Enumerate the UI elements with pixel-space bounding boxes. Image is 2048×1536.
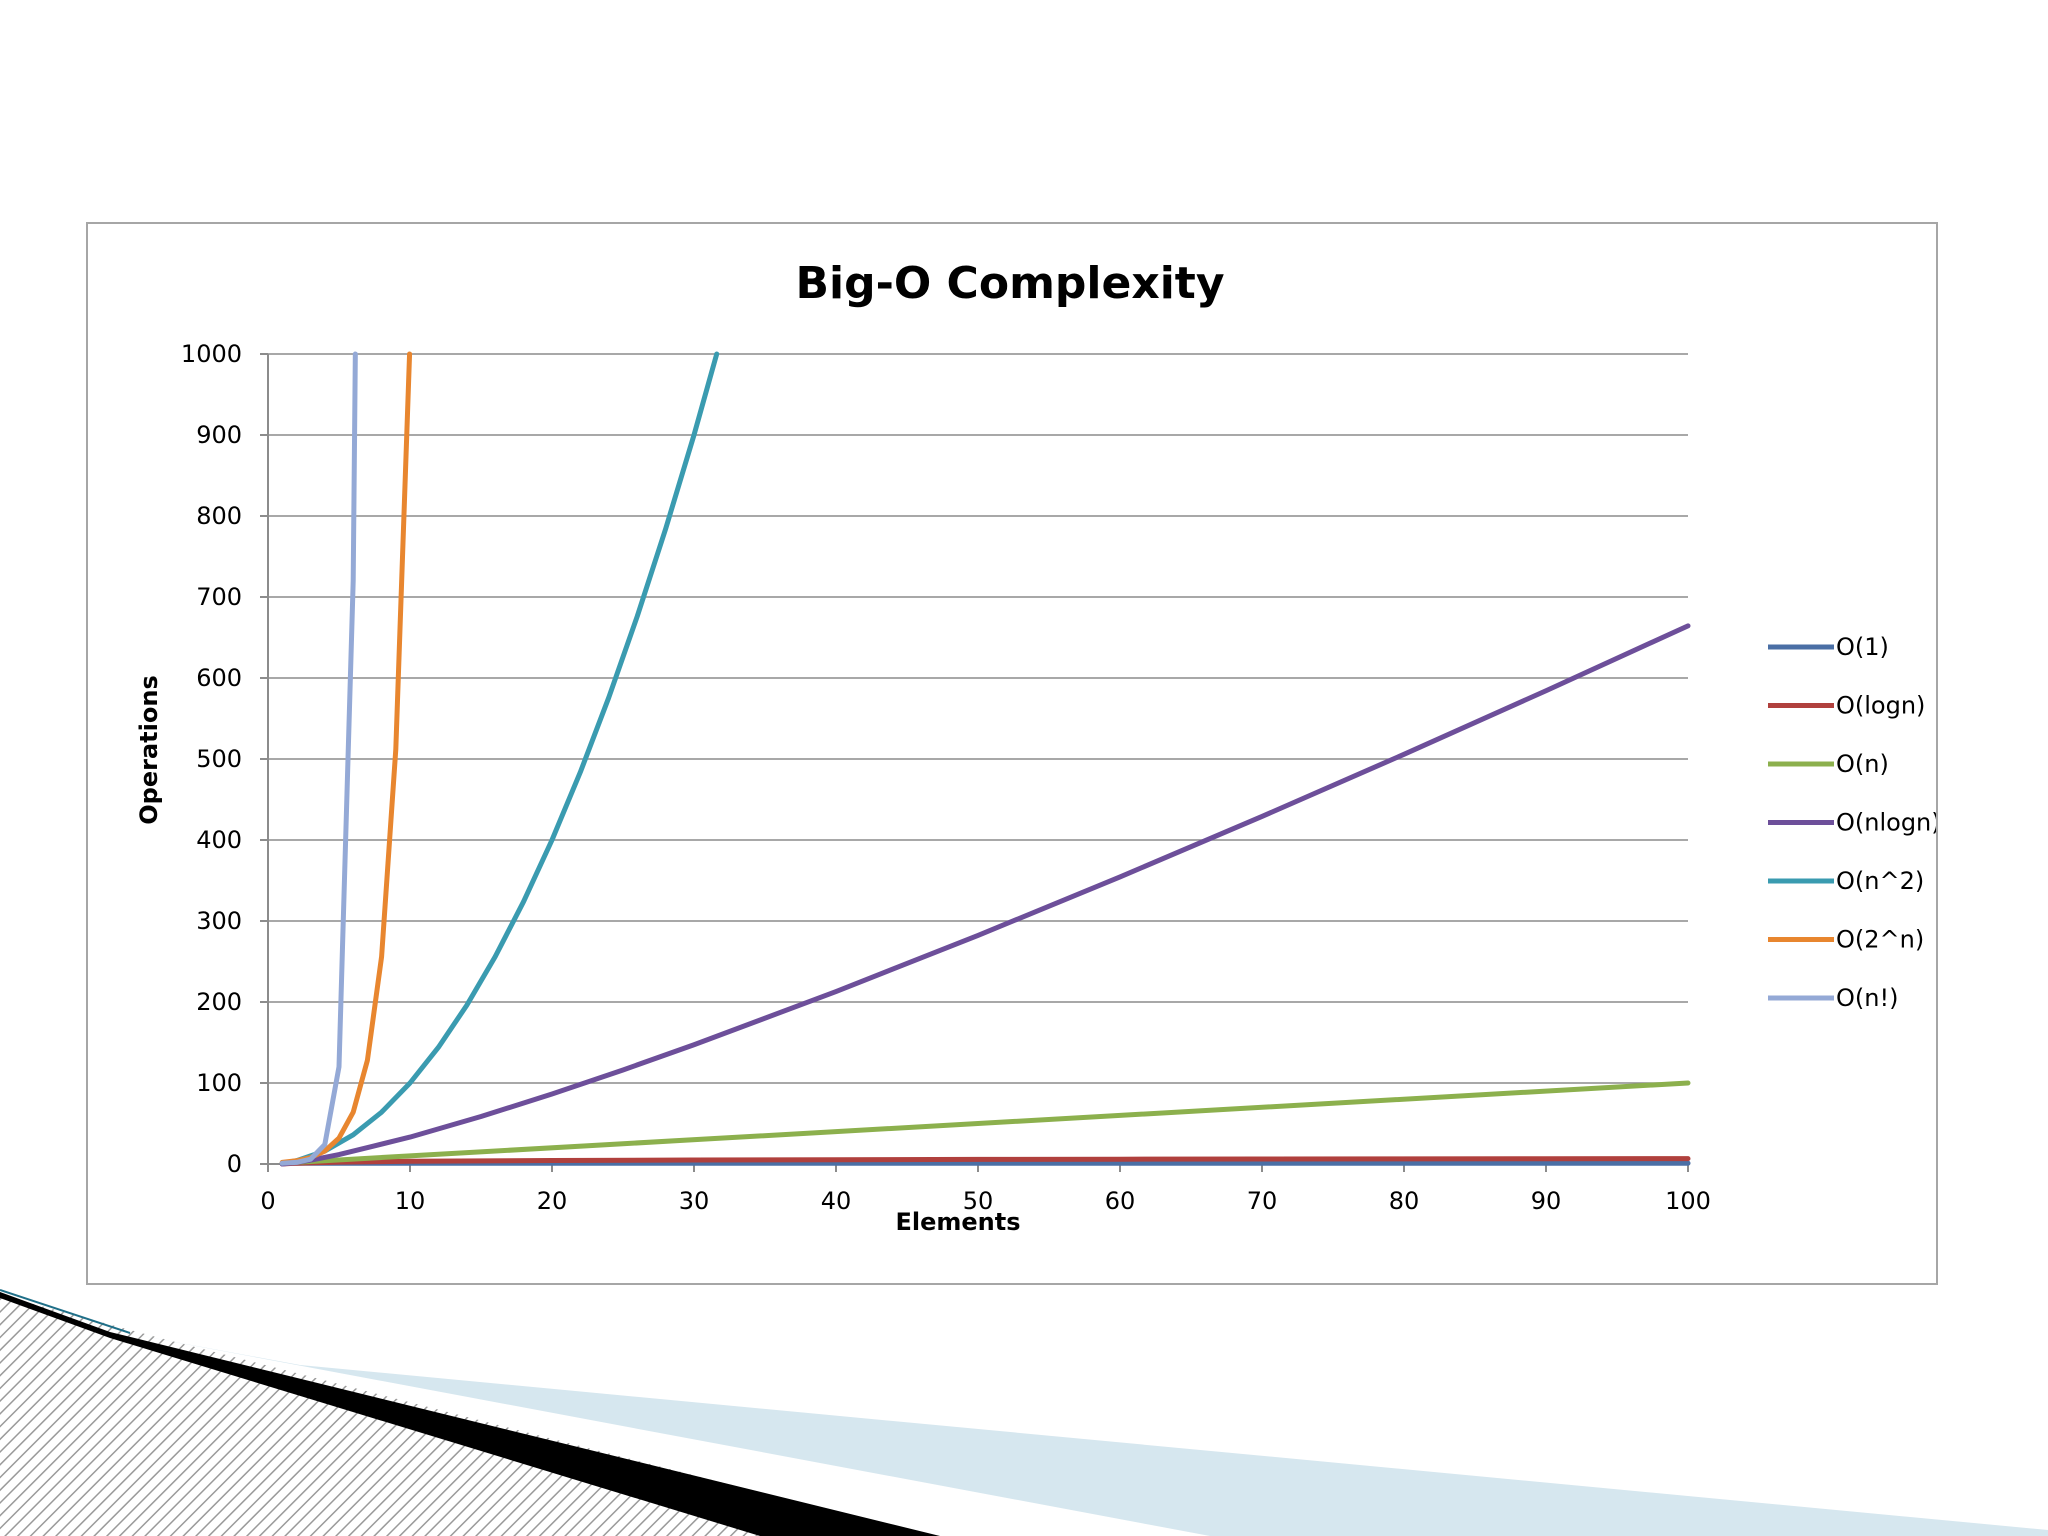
y-tick-label-8: 800 [196,502,242,530]
y-tick-label-4: 400 [196,826,242,854]
y-tick-label-0: 0 [227,1150,242,1178]
series-lines [279,351,1691,1167]
y-tick-label-10: 1000 [181,340,242,368]
x-tick-label-0: 0 [260,1187,275,1215]
legend-label-4: O(n^2) [1836,867,1924,895]
series-line-6 [279,351,358,1166]
chart: 0 10 20 30 40 50 60 70 80 90 100 0 100 200 300 400 500 6… [135,258,1936,1236]
legend-label-3: O(nlogn) [1836,809,1936,837]
legend-label-1: O(logn) [1836,692,1925,720]
legend-label-5: O(2^n) [1836,926,1924,954]
x-tick-label-4: 40 [821,1187,852,1215]
y-axis-title: Operations [135,675,163,824]
x-tick-label-7: 70 [1247,1187,1278,1215]
chart-frame: 0 10 20 30 40 50 60 70 80 90 100 0 100 200 300 400 500 6… [86,222,1938,1285]
x-axis-title: Elements [895,1208,1020,1236]
x-tick-label-9: 90 [1531,1187,1562,1215]
teal-accent-line [0,1289,131,1334]
series-line-3 [279,623,1691,1167]
series-line-4 [279,351,720,1166]
x-tick-label-2: 20 [537,1187,568,1215]
x-tick-label-10: 100 [1665,1187,1711,1215]
y-tick-label-7: 700 [196,583,242,611]
x-tick-label-3: 30 [679,1187,710,1215]
x-tick-labels: 0 10 20 30 40 50 60 70 80 90 100 [260,1187,1711,1215]
y-tick-label-3: 300 [196,907,242,935]
gridlines [268,353,1688,1084]
x-tick-label-6: 60 [1105,1187,1136,1215]
y-tick-label-2: 200 [196,988,242,1016]
legend: O(1) O(logn) O(n) O(nlogn) O(n^2) O(2^n) O(n!) [1768,633,1936,1012]
y-tick-label-9: 900 [196,421,242,449]
axes [260,353,1689,1172]
hatched-corner-shape [0,1295,930,1536]
y-tick-label-6: 600 [196,664,242,692]
series-line-2 [279,1080,1691,1166]
chart-title: Big-O Complexity [795,258,1224,309]
light-blue-swoosh [110,1330,2048,1536]
legend-label-2: O(n) [1836,750,1889,778]
y-tick-label-1: 100 [196,1069,242,1097]
y-tick-labels: 0 100 200 300 400 500 600 700 800 900 1000 [181,340,242,1178]
legend-label-0: O(1) [1836,633,1889,661]
x-tick-label-1: 10 [395,1187,426,1215]
x-tick-label-5: 50 [963,1187,994,1215]
legend-label-6: O(n!) [1836,984,1898,1012]
x-tick-label-8: 80 [1389,1187,1420,1215]
y-tick-label-5: 500 [196,745,242,773]
